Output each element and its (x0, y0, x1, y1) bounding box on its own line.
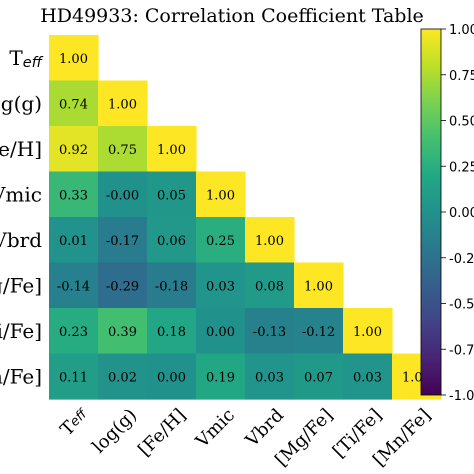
cell-value-label: 0.23 (59, 325, 88, 340)
colorbar-tick-label: -0.25 (449, 252, 474, 267)
cell-value-label: 1.00 (59, 52, 88, 67)
cell-value-label: 0.18 (157, 325, 186, 340)
cell-value-label: -0.13 (253, 325, 286, 340)
cell-value-label: 1.00 (157, 143, 186, 158)
cell-value-label: 0.25 (206, 234, 235, 249)
cell-value-label: -0.12 (302, 325, 335, 340)
heatmap-cell (196, 171, 246, 218)
cell-value-label: 1.00 (108, 97, 137, 112)
heatmap-cell (49, 308, 99, 355)
cell-value-label: 0.03 (206, 279, 235, 294)
heatmap-cell (49, 80, 99, 127)
cell-value-label: 0.08 (255, 279, 284, 294)
cell-value-label: -0.17 (106, 234, 139, 249)
heatmap-cell (98, 80, 148, 127)
cell-value-label: -0.29 (106, 279, 139, 294)
chart-title: HD49933: Correlation Coefficient Table (40, 5, 424, 27)
heatmap-cell (98, 171, 148, 218)
row-label: Vmic (0, 182, 42, 206)
heatmap-cell (245, 308, 295, 355)
row-label: Teff (9, 46, 43, 71)
cell-value-label: -0.14 (57, 279, 90, 294)
row-label: n/Fe] (0, 364, 42, 388)
heatmap-cell (98, 217, 148, 264)
cell-value-label: 1.00 (304, 279, 333, 294)
colorbar-gradient (420, 28, 442, 396)
cell-value-label: 0.05 (157, 188, 186, 203)
heatmap-cell (98, 353, 148, 400)
heatmap-cell (98, 308, 148, 355)
colorbar-tick-label: 0.750 (449, 69, 474, 84)
heatmap-cell (49, 217, 99, 264)
cell-value-label: 0.74 (59, 97, 88, 112)
heatmap-cell (294, 353, 344, 400)
heatmap-cell (49, 126, 99, 173)
colorbar-tick-label: -1.00 (449, 389, 474, 404)
colorbar-tick-label: -0.50 (449, 298, 474, 313)
row-label: log(g) (0, 91, 42, 115)
row-labels: Teff log(g) Fe/H] Vmic Vbrd g/Fe] i/Fe] n/Fe] (0, 46, 44, 389)
cell-value-label: 0.00 (206, 325, 235, 340)
cell-value-label: 1.00 (255, 234, 284, 249)
heatmap-cell (147, 353, 197, 400)
cell-value-label: 0.02 (108, 370, 137, 385)
row-label: g/Fe] (0, 273, 42, 297)
colorbar-tick-label: 0.500 (449, 115, 474, 130)
colorbar-tick-label: -0.75 (449, 343, 474, 358)
column-label: Teff (56, 404, 93, 441)
column-label: log(g) (88, 405, 141, 458)
heatmap-cell (147, 217, 197, 264)
cell-value-label: -0.00 (106, 188, 139, 203)
cell-value-label: 0.06 (157, 234, 186, 249)
heatmap-cell (147, 126, 197, 173)
heatmap-cell (49, 353, 99, 400)
heatmap-cell (49, 35, 99, 82)
heatmap-cell (245, 262, 295, 309)
row-label: i/Fe] (0, 319, 42, 343)
cell-value-label: 0.03 (353, 370, 382, 385)
colorbar-tick-label: 0.250 (449, 160, 474, 175)
heatmap-cell (343, 308, 393, 355)
colorbar-tick-label: 1.000 (449, 23, 474, 38)
column-label: [Fe/H] (134, 405, 190, 461)
cell-value-label: 0.75 (108, 143, 137, 158)
cell-value-label: 1.00 (353, 325, 382, 340)
cell-value-label: 1.00 (206, 188, 235, 203)
heatmap-cell (245, 353, 295, 400)
cell-value-label: 0.03 (255, 370, 284, 385)
cell-value-label: -0.18 (155, 279, 188, 294)
heatmap-cell (196, 262, 246, 309)
cell-value-label: 0.00 (157, 370, 186, 385)
colorbar-tick-label: 0.000 (449, 206, 474, 221)
heatmap-cells: 1.00 0.74 1.00 0.92 0.75 1.00 0.33 -0.00 0.05 1.0… (49, 35, 442, 400)
heatmap-cell (196, 308, 246, 355)
heatmap-cell (343, 353, 393, 400)
cell-value-label: 0.92 (59, 143, 88, 158)
heatmap-cell (147, 308, 197, 355)
cell-value-label: 0.07 (304, 370, 333, 385)
cell-value-label: 0.11 (59, 370, 88, 385)
cell-value-label: 0.33 (59, 188, 88, 203)
cell-value-label: 0.19 (206, 370, 235, 385)
row-label: Vbrd (0, 228, 42, 252)
heatmap-cell (49, 262, 99, 309)
heatmap-cell (98, 262, 148, 309)
row-label: Fe/H] (0, 137, 42, 161)
heatmap-cell (196, 217, 246, 264)
heatmap-cell (147, 262, 197, 309)
heatmap-cell (294, 308, 344, 355)
heatmap-cell (49, 171, 99, 218)
heatmap-cell (294, 262, 344, 309)
heatmap-cell (245, 217, 295, 264)
heatmap-cell (147, 171, 197, 218)
cell-value-label: 0.39 (108, 325, 137, 340)
column-label: Vmic (191, 405, 239, 453)
heatmap-cell (196, 353, 246, 400)
colorbar: 1.000 0.750 0.500 0.250 0.000 -0.25 -0.50 -0.75… (420, 23, 474, 404)
cell-value-label: 0.01 (59, 234, 88, 249)
heatmap-cell (98, 126, 148, 173)
